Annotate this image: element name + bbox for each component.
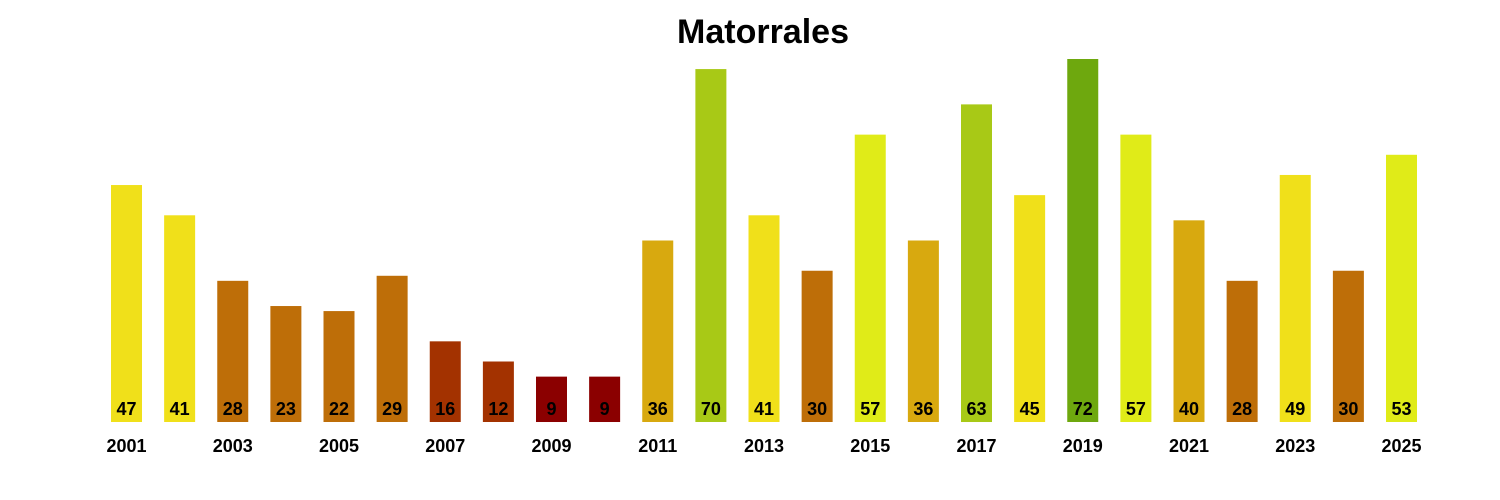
bar-2024 — [1332, 270, 1364, 422]
value-label-2006: 29 — [382, 399, 402, 419]
bar-2012 — [695, 69, 727, 422]
value-label-2018: 45 — [1020, 399, 1040, 419]
bar-2020 — [1120, 134, 1152, 423]
value-label-2025: 53 — [1391, 399, 1411, 419]
bar-2003 — [217, 280, 249, 422]
bar-2021 — [1173, 220, 1205, 422]
value-label-2011: 36 — [648, 399, 668, 419]
bar-2019 — [1067, 59, 1099, 422]
x-tick-label-2011: 2011 — [638, 436, 677, 456]
value-label-2023: 49 — [1285, 399, 1305, 419]
bar-2011 — [642, 240, 674, 422]
value-label-2014: 30 — [807, 399, 827, 419]
bar-2007 — [429, 341, 461, 422]
bar-2001 — [111, 185, 142, 422]
value-label-2024: 30 — [1338, 399, 1358, 419]
value-label-2009: 9 — [546, 399, 556, 419]
bar-2005 — [323, 311, 355, 422]
bars-group — [111, 59, 1417, 423]
value-label-2004: 23 — [276, 399, 296, 419]
value-label-2005: 22 — [329, 399, 349, 419]
bar-2017 — [961, 104, 992, 423]
bar-2004 — [270, 306, 302, 422]
chart-title: Matorrales — [677, 13, 849, 51]
x-tick-label-2015: 2015 — [850, 436, 890, 456]
x-tick-label-2003: 2003 — [213, 436, 253, 456]
x-tick-label-2013: 2013 — [744, 436, 784, 456]
value-label-2010: 9 — [600, 399, 610, 419]
x-tick-label-2021: 2021 — [1169, 436, 1209, 456]
bar-2006 — [376, 275, 408, 422]
value-label-2001: 47 — [116, 399, 136, 419]
value-label-2021: 40 — [1179, 399, 1199, 419]
value-label-2020: 57 — [1126, 399, 1146, 419]
x-tick-labels-group: 2001 2003 2005 2007 2009 2011 2013 2015 2017 2019… — [106, 436, 1421, 456]
bar-2018 — [1014, 195, 1046, 423]
bar-2025 — [1386, 154, 1417, 423]
bar-2002 — [164, 215, 196, 422]
bar-2010 — [589, 376, 621, 423]
value-labels-group: 47 41 28 23 22 29 16 12 9 9 36 70 41 30 57 36 63 45 72 57 40… — [116, 399, 1411, 419]
value-label-2019: 72 — [1073, 399, 1093, 419]
bar-2023 — [1279, 174, 1311, 422]
value-label-2017: 63 — [966, 399, 986, 419]
bar-2016 — [907, 240, 939, 422]
x-tick-label-2009: 2009 — [531, 436, 571, 456]
bar-2009 — [536, 376, 567, 423]
bar-2015 — [854, 134, 886, 423]
x-tick-label-2007: 2007 — [425, 436, 465, 456]
value-label-2015: 57 — [860, 399, 880, 419]
bar-2014 — [801, 270, 833, 422]
value-label-2022: 28 — [1232, 399, 1252, 419]
value-label-2016: 36 — [913, 399, 933, 419]
value-label-2012: 70 — [701, 399, 721, 419]
x-tick-label-2025: 2025 — [1381, 436, 1421, 456]
x-tick-label-2001: 2001 — [106, 436, 146, 456]
x-tick-label-2019: 2019 — [1063, 436, 1103, 456]
x-tick-label-2023: 2023 — [1275, 436, 1315, 456]
bar-2008 — [482, 361, 514, 422]
value-label-2002: 41 — [170, 399, 190, 419]
value-label-2007: 16 — [435, 399, 455, 419]
x-tick-label-2005: 2005 — [319, 436, 359, 456]
value-label-2008: 12 — [488, 399, 508, 419]
bar-2022 — [1226, 280, 1258, 422]
value-label-2003: 28 — [223, 399, 243, 419]
bar-2013 — [748, 215, 780, 422]
value-label-2013: 41 — [754, 399, 774, 419]
x-tick-label-2017: 2017 — [956, 436, 996, 456]
